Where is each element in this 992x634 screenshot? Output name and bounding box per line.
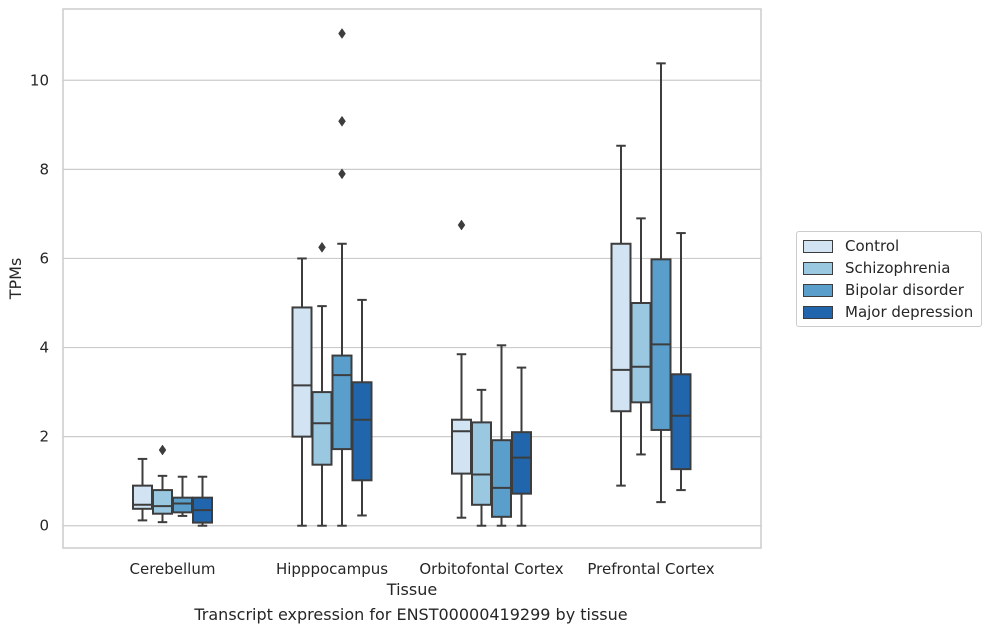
outlier-point — [338, 28, 346, 39]
box — [152, 489, 173, 515]
outlier-point — [457, 219, 466, 231]
plot-area — [63, 9, 761, 548]
box — [351, 381, 373, 482]
legend-swatch-major-depression — [803, 305, 833, 319]
legend-item-control: Control — [803, 236, 899, 256]
box — [331, 354, 353, 451]
legend-label-bipolar-disorder: Bipolar disorder — [845, 281, 964, 299]
outlier-point — [318, 241, 326, 253]
y-tick-label: 6 — [39, 249, 49, 267]
y-tick-label: 2 — [39, 428, 49, 446]
legend-item-schizophrenia: Schizophrenia — [803, 258, 950, 278]
y-axis-label: TPMs — [6, 258, 25, 301]
x-tick-label: Hipppocampus — [276, 560, 388, 578]
legend: Control Schizophrenia Bipolar disorder M… — [796, 231, 982, 327]
outlier-point — [158, 444, 167, 456]
x-axis-label: Tissue — [386, 580, 437, 599]
box — [630, 302, 652, 404]
outlier-point — [338, 168, 346, 180]
legend-swatch-schizophrenia — [803, 261, 833, 275]
box — [291, 306, 313, 438]
x-tick-label: Prefrontal Cortex — [587, 560, 714, 578]
box — [451, 418, 472, 475]
legend-label-control: Control — [845, 237, 900, 255]
box — [471, 421, 492, 506]
y-tick-label: 0 — [39, 517, 49, 535]
y-tick-label: 4 — [39, 339, 49, 357]
x-tick-label: Orbitofontal Cortex — [419, 560, 563, 578]
box — [311, 391, 333, 466]
box — [610, 242, 632, 413]
legend-item-major-depression: Major depression — [803, 302, 973, 322]
box — [172, 496, 193, 514]
x-tick-label: Cerebellum — [130, 560, 216, 578]
legend-label-major-depression: Major depression — [845, 303, 974, 321]
box — [511, 431, 532, 495]
box — [491, 439, 512, 518]
y-tick-label: 10 — [30, 71, 49, 89]
legend-swatch-control — [803, 239, 833, 253]
y-tick-label: 8 — [39, 160, 49, 178]
legend-item-bipolar-disorder: Bipolar disorder — [803, 280, 964, 300]
legend-swatch-bipolar-disorder — [803, 283, 833, 297]
legend-label-schizophrenia: Schizophrenia — [845, 259, 951, 277]
outlier-point — [338, 115, 346, 127]
figure-caption: Transcript expression for ENST0000041929… — [194, 605, 628, 624]
box — [670, 373, 692, 471]
plot-frame — [62, 8, 762, 549]
